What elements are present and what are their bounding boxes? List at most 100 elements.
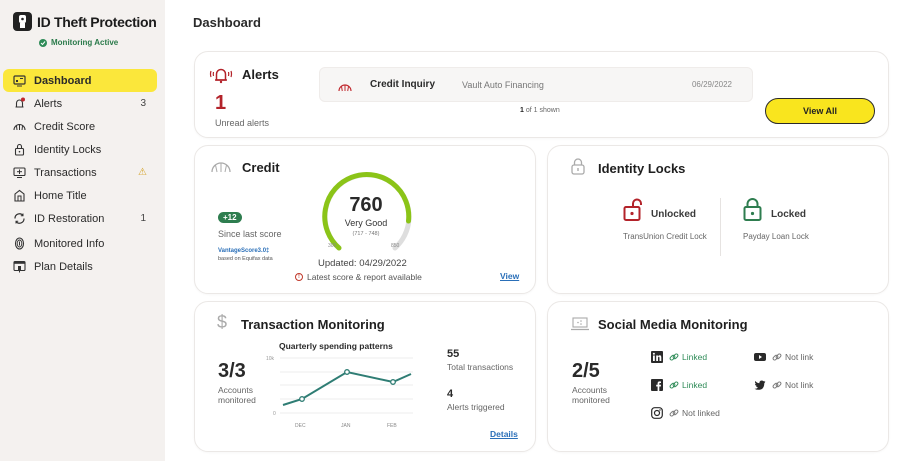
- alert-source: Vault Auto Financing: [462, 80, 544, 90]
- lock-status: Locked: [771, 209, 807, 220]
- sidebar-item-credit-score[interactable]: Credit Score: [3, 115, 157, 138]
- link-icon: [669, 352, 679, 362]
- credit-score-range: (717 - 748): [352, 231, 380, 237]
- credit-icon: [12, 120, 26, 134]
- social-youtube[interactable]: Not link: [754, 351, 813, 363]
- link-icon: [772, 380, 782, 390]
- accounts-monitored-count: 3/3: [218, 360, 246, 382]
- identity-locks-card: Identity Locks Unlocked TransUnion Credi…: [547, 145, 889, 294]
- sidebar-item-label: ID Restoration: [34, 212, 105, 225]
- credit-card: Credit +12 Since last score VantageScore…: [194, 145, 536, 294]
- dashboard-icon: [12, 74, 26, 88]
- alerts-count-badge: 3: [140, 98, 146, 109]
- transaction-monitoring-card: $ Transaction Monitoring 3/3 Accounts mo…: [194, 301, 536, 452]
- sidebar-item-label: Identity Locks: [34, 143, 102, 156]
- social-twitter[interactable]: Not link: [754, 379, 813, 391]
- fingerprint-icon: [12, 237, 26, 251]
- gauge-min-label: 300: [328, 243, 337, 249]
- view-credit-link[interactable]: View: [500, 271, 520, 281]
- lock-status: Unlocked: [651, 209, 697, 220]
- alert-date: 06/29/2022: [691, 80, 732, 89]
- lock-name: TransUnion Credit Lock: [623, 232, 707, 241]
- social-media-monitoring-card: Social Media Monitoring 2/5 Accounts mon…: [547, 301, 889, 452]
- credit-updated-date: Updated: 04/29/2022: [318, 258, 407, 269]
- linkedin-icon: [651, 351, 663, 363]
- youtube-icon: [754, 351, 766, 363]
- view-all-alerts-button[interactable]: View All: [765, 98, 875, 124]
- bell-icon: [12, 97, 26, 111]
- credit-score-rating: Very Good: [344, 218, 388, 228]
- sidebar-nav: Dashboard Alerts 3 Credit Score Identity…: [3, 69, 157, 278]
- status-label: Monitoring Active: [51, 38, 119, 47]
- score-change-label: Since last score: [218, 229, 282, 239]
- transactions-icon: [12, 166, 26, 180]
- spending-line-chart: 10k 0 DEC JAN FEB: [266, 356, 413, 429]
- info-icon: !: [295, 273, 303, 281]
- sidebar-item-plan-details[interactable]: Plan Details: [3, 255, 157, 278]
- social-status: Linked: [682, 380, 708, 390]
- sidebar-item-transactions[interactable]: Transactions ⚠: [3, 161, 157, 184]
- lock-icon: [12, 143, 26, 157]
- sidebar-item-dashboard[interactable]: Dashboard: [3, 69, 157, 92]
- home-icon: [12, 189, 26, 203]
- twitter-icon: [754, 379, 766, 391]
- social-share-icon: [571, 317, 589, 336]
- restoration-count-badge: 1: [140, 213, 146, 224]
- score-model-link[interactable]: VantageScore3.0‡: [218, 248, 270, 254]
- locked-icon: [743, 198, 763, 227]
- identity-locks-title: Identity Locks: [598, 161, 686, 176]
- sidebar-item-id-restoration[interactable]: ID Restoration 1: [3, 207, 157, 230]
- alert-type: Credit Inquiry: [370, 79, 436, 90]
- y-min-label: 0: [273, 411, 276, 417]
- sidebar-item-home-title[interactable]: Home Title: [3, 184, 157, 207]
- latest-report-note: ! Latest score & report available: [295, 272, 422, 282]
- alerts-shown-text: of 1 shown: [523, 107, 560, 114]
- social-instagram[interactable]: Not linked: [651, 407, 720, 419]
- latest-report-text: Latest score & report available: [307, 272, 422, 282]
- lock-item-payday-loan[interactable]: Locked Payday Loan Lock: [743, 198, 843, 258]
- facebook-icon: [651, 379, 663, 391]
- restore-icon: [12, 212, 26, 226]
- transaction-details-link[interactable]: Details: [490, 429, 518, 439]
- lock-divider: [720, 198, 721, 256]
- alerts-card: Alerts 1 Unread alerts Credit Inquiry Va…: [194, 51, 889, 138]
- sidebar-item-identity-locks[interactable]: Identity Locks: [3, 138, 157, 161]
- transaction-monitoring-title: Transaction Monitoring: [241, 317, 385, 332]
- lock-name: Payday Loan Lock: [743, 232, 809, 241]
- social-status: Not linked: [682, 408, 720, 418]
- alerts-title: Alerts: [242, 67, 279, 82]
- lock-item-transunion[interactable]: Unlocked TransUnion Credit Lock: [623, 198, 718, 258]
- alert-item[interactable]: Credit Inquiry Vault Auto Financing 06/2…: [319, 67, 753, 102]
- social-accounts-count: 2/5: [572, 360, 600, 382]
- link-icon: [669, 380, 679, 390]
- check-circle-icon: [39, 38, 47, 47]
- sidebar-item-label: Alerts: [34, 97, 63, 110]
- instagram-icon: [651, 407, 663, 419]
- sidebar-item-label: Home Title: [34, 189, 87, 202]
- alerts-triggered-label: Alerts triggered: [447, 402, 505, 412]
- brand: ID Theft Protection: [13, 12, 157, 31]
- sidebar-item-label: Dashboard: [34, 74, 92, 87]
- score-change-badge: +12: [218, 212, 242, 223]
- link-icon: [772, 352, 782, 362]
- social-linkedin[interactable]: Linked: [651, 351, 707, 363]
- social-status: Linked: [682, 352, 708, 362]
- social-media-title: Social Media Monitoring: [598, 317, 748, 332]
- total-transactions-label: Total transactions: [447, 362, 514, 372]
- sidebar-item-label: Monitored Info: [34, 237, 105, 250]
- y-max-label: 10k: [266, 356, 275, 362]
- page-title: Dashboard: [193, 15, 261, 30]
- unlocked-icon: [623, 198, 643, 227]
- score-model-source: based on Equifax data: [218, 256, 273, 262]
- sidebar-item-alerts[interactable]: Alerts 3: [3, 92, 157, 115]
- gauge-max-label: 850: [391, 243, 400, 249]
- alerts-pagination: 1 of 1 shown: [520, 107, 560, 114]
- monitoring-status: Monitoring Active: [39, 38, 118, 47]
- unread-alerts-count: 1: [215, 92, 227, 114]
- social-facebook[interactable]: Linked: [651, 379, 707, 391]
- bell-ringing-icon: [208, 66, 234, 89]
- sidebar-item-monitored-info[interactable]: Monitored Info: [3, 232, 157, 255]
- sidebar-item-label: Plan Details: [34, 260, 93, 273]
- unread-alerts-label: Unread alerts: [215, 118, 270, 128]
- svg-text:FEB: FEB: [387, 423, 397, 429]
